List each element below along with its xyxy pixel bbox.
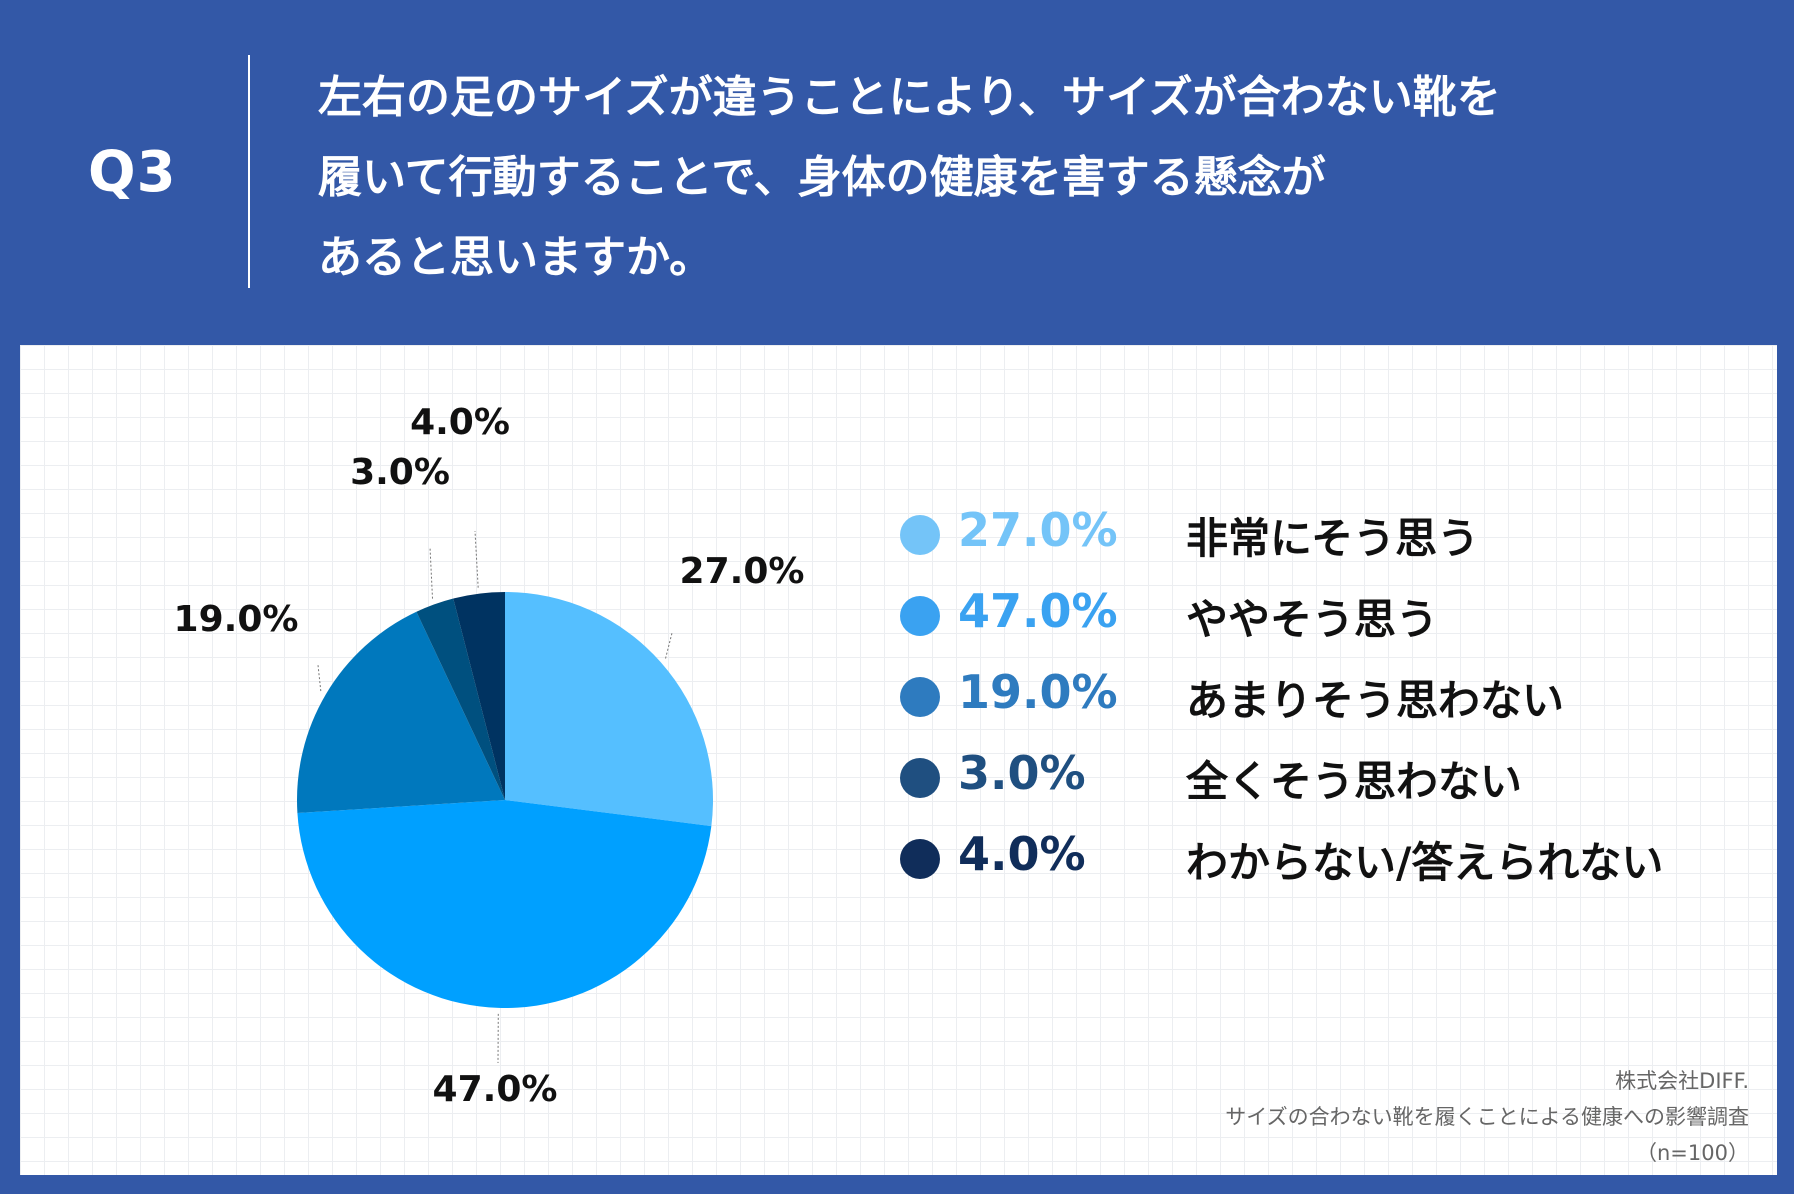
source-credit: 株式会社DIFF. サイズの合わない靴を履くことによる健康への影響調査 （n=1… [1225, 1063, 1749, 1171]
legend-dot-icon [900, 758, 940, 798]
legend-value: 4.0% [958, 827, 1086, 881]
legend-dot-icon [900, 596, 940, 636]
legend-label: わからない/答えられない [1186, 838, 1664, 887]
legend-label: 全くそう思わない [1186, 757, 1523, 806]
header: Q3 左右の足のサイズが違うことにより、サイズが合わない靴を 履いて行動すること… [0, 0, 1794, 345]
legend-value: 19.0% [958, 665, 1118, 719]
pie-chart: 27.0% 47.0% 19.0% 3.0% 4.0% [174, 402, 805, 1110]
chart-panel: 27.0% 47.0% 19.0% 3.0% 4.0% 27.0% 非常にそう思う 47… [20, 345, 1777, 1175]
credit-sample: （n=100） [1636, 1141, 1749, 1165]
credit-survey: サイズの合わない靴を履くことによる健康への影響調査 [1225, 1105, 1749, 1129]
pie-slice [453, 592, 505, 800]
question-line: あると思いますか。 [318, 232, 714, 283]
legend-value: 27.0% [958, 503, 1118, 557]
slice-value-label: 47.0% [433, 1069, 558, 1110]
pie-slice [416, 598, 505, 800]
pie-slice [505, 592, 713, 827]
legend-dot-icon [900, 839, 940, 879]
question-text: 左右の足のサイズが違うことにより、サイズが合わない靴を 履いて行動することで、身… [318, 58, 1758, 298]
credit-company: 株式会社DIFF. [1615, 1069, 1749, 1093]
legend-dot-icon [900, 515, 940, 555]
question-line: 履いて行動することで、身体の健康を害する懸念が [318, 152, 1326, 203]
pie-slice [296, 611, 505, 814]
pie-slice [297, 800, 712, 1009]
leader-line [429, 546, 434, 599]
leader-line [317, 664, 322, 692]
legend-label: 非常にそう思う [1186, 514, 1480, 563]
slice-value-label: 3.0% [350, 452, 450, 493]
question-number: Q3 [88, 140, 177, 205]
legend-label: あまりそう思わない [1186, 676, 1565, 725]
header-divider [248, 55, 250, 288]
legend-value: 47.0% [958, 584, 1118, 638]
leader-line [665, 632, 673, 659]
slice-value-label: 19.0% [174, 599, 299, 640]
legend-value: 3.0% [958, 746, 1086, 800]
question-line: 左右の足のサイズが違うことにより、サイズが合わない靴を [318, 72, 1501, 123]
legend-dot-icon [900, 677, 940, 717]
legend-label: ややそう思う [1186, 595, 1439, 644]
slice-value-label: 27.0% [680, 551, 805, 592]
leader-line [474, 530, 479, 588]
slice-value-label: 4.0% [410, 402, 510, 443]
